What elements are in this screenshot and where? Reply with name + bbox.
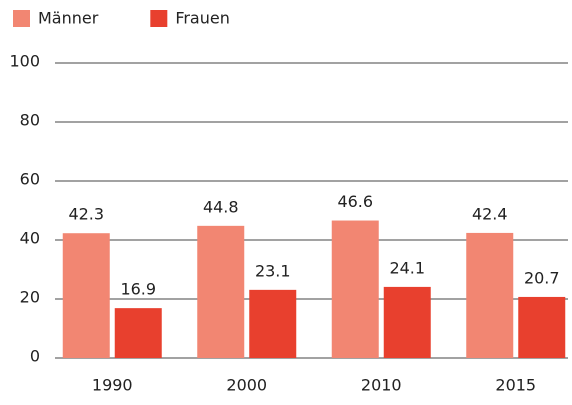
value-label: 16.9 [120,280,156,299]
bar [114,308,162,358]
legend-label: Männer [38,9,99,28]
y-tick-label: 20 [20,288,40,307]
x-tick-label: 1990 [92,376,133,395]
legend-label: Frauen [175,9,230,28]
x-tick-label: 2000 [226,376,267,395]
x-tick-label: 2015 [495,376,536,395]
x-tick-label: 2010 [361,376,402,395]
bar [466,232,514,358]
y-tick-label: 80 [20,111,40,130]
bar [518,296,566,358]
legend-swatch [13,10,30,27]
bar [197,225,245,358]
legend-swatch [150,10,168,27]
value-label: 46.6 [337,192,373,211]
bar [331,220,379,358]
value-label: 44.8 [203,197,239,216]
y-tick-label: 0 [30,347,40,366]
y-tick-label: 40 [20,229,40,248]
bar [383,286,431,358]
value-label: 42.4 [472,204,508,223]
bar [62,233,110,358]
value-label: 20.7 [524,268,560,287]
value-label: 24.1 [389,258,425,277]
bar [249,289,297,358]
value-label: 42.3 [68,205,104,224]
y-tick-label: 60 [20,170,40,189]
value-label: 23.1 [255,261,291,280]
y-tick-label: 100 [9,52,40,71]
